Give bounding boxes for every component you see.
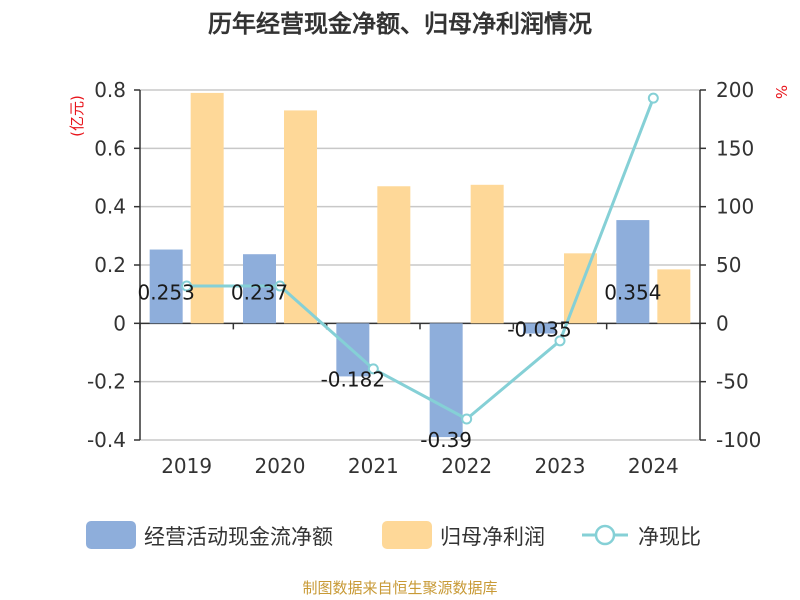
data-labels: 0.253 0.237 -0.182 -0.39 -0.035 0.354 bbox=[138, 280, 662, 452]
x-tick-label: 2019 bbox=[161, 454, 212, 478]
y-left-tick-label: 0.8 bbox=[94, 78, 126, 102]
y-left-tick-label: -0.2 bbox=[87, 370, 126, 394]
y-right-tick-label: -50 bbox=[716, 370, 749, 394]
x-tick-label: 2022 bbox=[441, 454, 492, 478]
x-tick-label: 2023 bbox=[535, 454, 586, 478]
legend-item-cash-flow[interactable]: 经营活动现金流净额 bbox=[86, 521, 333, 549]
cash-flow-bar bbox=[616, 220, 650, 324]
legend-swatch-cash-flow bbox=[86, 521, 136, 549]
ratio-point bbox=[461, 413, 473, 425]
legend-swatch-net-profit bbox=[382, 521, 432, 549]
axes bbox=[134, 89, 706, 441]
y-right-tick-label: -100 bbox=[716, 428, 761, 452]
cash-flow-value-label: -0.39 bbox=[420, 428, 472, 452]
y-right-tick-label: 150 bbox=[716, 136, 754, 160]
y-right-tick-label: 0 bbox=[716, 311, 729, 335]
cash-flow-bar bbox=[429, 323, 463, 438]
net-profit-bar bbox=[284, 110, 317, 324]
legend: 经营活动现金流净额 归母净利润 净现比 bbox=[86, 521, 701, 549]
cash-flow-value-label: -0.035 bbox=[507, 317, 571, 341]
cash-flow-value-label: -0.182 bbox=[321, 367, 385, 391]
y-right-tick-label: 200 bbox=[716, 78, 754, 102]
cash-flow-bar bbox=[149, 249, 183, 324]
tick-labels: 0.8 0.6 0.4 0.2 0 -0.2 -0.4 200 150 100 50 0 -50 -100… bbox=[87, 78, 761, 478]
data-source: 制图数据来自恒生聚源数据库 bbox=[302, 579, 497, 597]
cash-flow-value-label: 0.354 bbox=[604, 280, 661, 304]
ratio-point bbox=[274, 280, 286, 292]
x-tick-label: 2021 bbox=[348, 454, 399, 478]
legend-label-net-profit: 归母净利润 bbox=[440, 525, 545, 549]
chart-title: 历年经营现金净额、归母净利润情况 bbox=[208, 10, 592, 38]
y-left-tick-label: 0.6 bbox=[94, 136, 126, 160]
cash-flow-bar bbox=[523, 323, 556, 334]
ratio-line-path bbox=[186, 97, 655, 421]
legend-label-cash-flow: 经营活动现金流净额 bbox=[144, 525, 333, 549]
y-left-tick-label: 0.2 bbox=[94, 253, 126, 277]
legend-item-ratio[interactable]: 净现比 bbox=[582, 524, 701, 549]
legend-label-ratio: 净现比 bbox=[638, 525, 701, 549]
ratio-point bbox=[554, 335, 566, 347]
cash-flow-value-label: 0.253 bbox=[138, 280, 195, 304]
x-tick-label: 2020 bbox=[255, 454, 306, 478]
net-profit-bar bbox=[470, 184, 504, 324]
grid-lines bbox=[140, 89, 700, 441]
y-right-tick-label: 100 bbox=[716, 195, 754, 219]
legend-marker-ratio bbox=[594, 524, 616, 546]
ratio-point bbox=[367, 363, 379, 375]
y-right-tick-label: 50 bbox=[716, 253, 741, 277]
y-left-tick-label: 0.4 bbox=[94, 195, 126, 219]
ratio-point bbox=[647, 92, 659, 104]
y-left-tick-label: 0 bbox=[113, 311, 126, 335]
cash-flow-bar bbox=[243, 254, 276, 324]
ratio-point bbox=[181, 280, 193, 292]
legend-item-net-profit[interactable]: 归母净利润 bbox=[382, 521, 545, 549]
left-axis-unit: (亿元) bbox=[68, 95, 86, 137]
bars bbox=[149, 92, 691, 438]
net-profit-bar bbox=[657, 269, 691, 324]
y-left-unit: (亿元) bbox=[68, 95, 86, 137]
net-profit-bar bbox=[190, 92, 224, 324]
right-axis-unit: % bbox=[772, 85, 790, 99]
cash-flow-value-label: 0.237 bbox=[231, 280, 288, 304]
y-left-tick-label: -0.4 bbox=[87, 428, 126, 452]
x-tick-label: 2024 bbox=[628, 454, 679, 478]
y-right-unit: % bbox=[772, 85, 790, 99]
net-profit-bar bbox=[377, 186, 411, 324]
ratio-line bbox=[181, 92, 659, 425]
